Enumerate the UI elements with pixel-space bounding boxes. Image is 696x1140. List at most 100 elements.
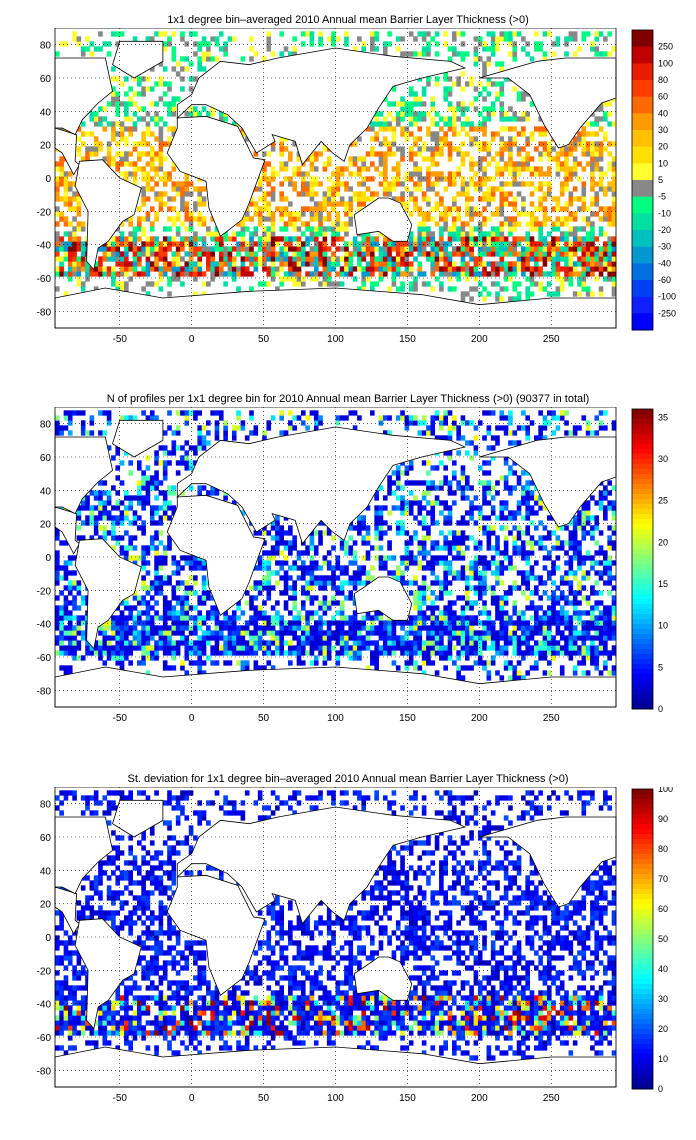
data-cell — [590, 266, 595, 272]
data-cell — [231, 236, 237, 242]
data-cell — [249, 630, 254, 636]
data-cell — [464, 665, 470, 671]
data-cell — [296, 226, 302, 232]
data-cell — [283, 241, 289, 247]
data-cell — [309, 161, 315, 167]
data-cell — [469, 266, 474, 272]
data-cell — [555, 545, 561, 551]
data-cell — [503, 216, 509, 222]
data-cell — [132, 590, 138, 596]
data-cell — [197, 211, 203, 217]
data-cell — [529, 101, 535, 107]
data-cell — [529, 570, 535, 576]
data-cell — [59, 156, 64, 162]
data-cell — [581, 251, 587, 257]
data-cell — [559, 221, 565, 227]
data-cell — [124, 271, 129, 277]
data-cell — [175, 211, 181, 217]
data-cell — [335, 186, 341, 192]
data-cell — [395, 251, 401, 257]
data-cell — [477, 166, 483, 172]
data-cell — [206, 41, 211, 47]
data-cell — [93, 261, 99, 267]
data-cell — [499, 156, 505, 162]
data-cell — [413, 166, 418, 172]
data-cell — [275, 570, 280, 576]
data-cell — [318, 261, 323, 267]
data-cell — [102, 246, 108, 252]
data-cell — [275, 545, 280, 551]
data-cell — [85, 261, 90, 267]
data-cell — [426, 655, 431, 661]
data-cell — [585, 630, 591, 636]
data-cell — [313, 620, 319, 626]
data-cell — [559, 231, 565, 237]
data-cell — [417, 206, 423, 212]
data-cell — [111, 86, 116, 92]
data-cell — [244, 241, 250, 247]
data-cell — [296, 216, 302, 222]
data-cell — [421, 575, 427, 581]
data-cell — [193, 241, 198, 247]
data-cell — [154, 166, 159, 172]
data-cell — [413, 201, 418, 207]
data-cell — [370, 565, 375, 571]
data-cell — [603, 266, 608, 272]
data-cell — [572, 261, 578, 267]
data-cell — [175, 600, 181, 606]
data-cell — [292, 171, 297, 177]
data-cell — [344, 595, 349, 601]
data-cell — [292, 181, 297, 187]
data-cell — [309, 196, 315, 202]
data-cell — [253, 610, 259, 616]
data-cell — [361, 241, 367, 247]
data-cell — [145, 605, 151, 611]
data-cell — [102, 660, 108, 666]
data-cell — [283, 625, 289, 631]
data-cell — [452, 201, 457, 207]
data-cell — [227, 650, 233, 656]
data-cell — [175, 276, 181, 282]
data-cell — [477, 241, 483, 247]
data-cell — [594, 580, 600, 586]
data-cell — [313, 630, 319, 636]
data-cell — [542, 630, 548, 636]
data-cell — [598, 171, 604, 177]
data-cell — [473, 61, 479, 67]
data-cell — [102, 41, 108, 47]
data-cell — [456, 101, 461, 107]
data-cell — [590, 261, 595, 267]
data-cell — [132, 76, 138, 82]
data-cell — [503, 635, 509, 641]
data-cell — [132, 625, 138, 631]
data-cell — [197, 261, 203, 267]
data-cell — [352, 276, 358, 282]
data-cell — [559, 281, 565, 287]
data-cell — [439, 585, 444, 591]
data-cell — [288, 256, 293, 262]
data-cell — [279, 141, 285, 147]
data-cell — [611, 281, 617, 287]
data-cell — [413, 96, 418, 102]
data-cell — [538, 520, 543, 526]
data-cell — [158, 251, 164, 257]
data-cell — [421, 580, 427, 586]
data-cell — [249, 36, 254, 42]
data-cell — [253, 635, 259, 641]
data-cell — [266, 660, 272, 666]
data-cell — [439, 266, 444, 272]
data-cell — [339, 171, 345, 177]
data-cell — [119, 256, 125, 262]
data-cell — [603, 111, 608, 117]
data-cell — [400, 146, 405, 152]
data-cell — [184, 615, 190, 621]
data-cell — [456, 131, 461, 137]
data-cell — [546, 575, 552, 581]
data-cell — [240, 630, 246, 636]
data-cell — [577, 610, 582, 616]
data-cell — [452, 36, 457, 42]
data-cell — [482, 236, 487, 242]
data-cell — [577, 565, 582, 571]
data-cell — [339, 266, 345, 272]
data-cell — [400, 116, 405, 122]
